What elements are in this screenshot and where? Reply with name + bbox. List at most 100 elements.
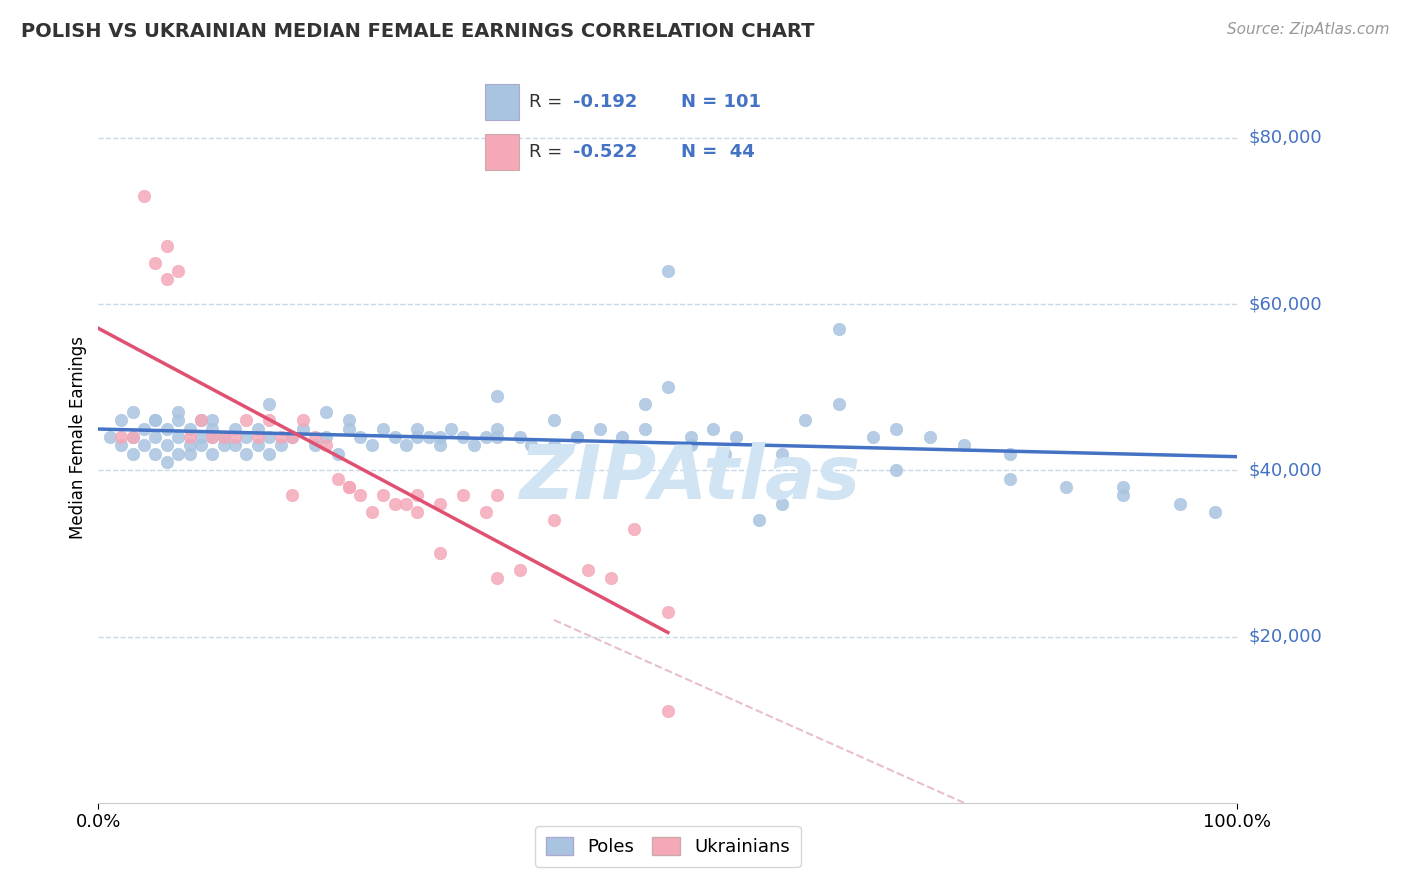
Point [953,438,976,452]
Point [451,488,474,502]
Point [725,430,748,444]
Point [1112,488,1135,502]
Point [246,430,269,444]
Point [121,405,143,419]
Text: $20,000: $20,000 [1249,628,1322,646]
Point [201,430,224,444]
Point [315,405,337,419]
Point [326,447,349,461]
Point [565,430,588,444]
Point [224,438,246,452]
Point [384,430,406,444]
Point [828,322,851,336]
Point [576,563,599,577]
Point [167,264,190,278]
Point [418,430,440,444]
Point [190,438,212,452]
Point [326,472,349,486]
Point [246,422,269,436]
Point [349,430,371,444]
Point [235,430,257,444]
Text: $60,000: $60,000 [1249,295,1322,313]
Point [201,422,224,436]
Point [486,422,509,436]
Point [657,380,679,394]
Point [156,272,179,286]
Point [349,488,371,502]
Text: -0.192: -0.192 [572,93,637,111]
Point [179,430,201,444]
Point [190,413,212,427]
Text: $80,000: $80,000 [1249,128,1322,147]
Text: Source: ZipAtlas.com: Source: ZipAtlas.com [1226,22,1389,37]
Point [145,447,167,461]
Point [793,413,815,427]
Point [281,430,304,444]
Point [1204,505,1226,519]
Point [406,430,429,444]
Point [337,422,360,436]
Point [998,447,1021,461]
Point [179,438,201,452]
Point [259,397,281,411]
Point [212,438,235,452]
Point [600,571,623,585]
Point [190,430,212,444]
Point [337,480,360,494]
Point [565,430,588,444]
Point [486,430,509,444]
Point [371,422,394,436]
Point [588,422,610,436]
Point [634,397,657,411]
Point [543,413,565,427]
Text: -0.522: -0.522 [572,144,637,161]
Point [270,430,292,444]
Point [360,438,382,452]
Point [156,455,179,469]
Bar [485,135,519,170]
Text: POLISH VS UKRAINIAN MEDIAN FEMALE EARNINGS CORRELATION CHART: POLISH VS UKRAINIAN MEDIAN FEMALE EARNIN… [21,22,814,41]
Point [132,438,155,452]
Point [121,430,143,444]
Point [110,438,132,452]
Point [259,447,281,461]
Legend: Poles, Ukrainians: Poles, Ukrainians [536,826,800,867]
Text: $40,000: $40,000 [1249,461,1322,479]
Y-axis label: Median Female Earnings: Median Female Earnings [69,335,87,539]
Point [474,505,496,519]
Point [167,405,190,419]
Point [918,430,941,444]
Point [828,397,851,411]
Point [167,447,190,461]
Point [543,438,565,452]
Text: R =: R = [529,144,568,161]
Point [679,438,702,452]
Point [259,430,281,444]
Point [292,422,315,436]
Point [315,438,337,452]
Point [132,189,155,203]
Point [270,438,292,452]
Point [190,413,212,427]
Point [1170,497,1192,511]
Point [212,430,235,444]
Point [406,422,429,436]
Point [543,513,565,527]
Point [406,505,429,519]
Point [281,488,304,502]
Point [156,438,179,452]
Point [395,497,418,511]
Point [110,413,132,427]
Point [384,497,406,511]
Point [145,255,167,269]
Point [440,422,463,436]
Point [259,413,281,427]
Point [657,705,679,719]
Point [406,488,429,502]
Point [121,447,143,461]
Point [212,430,235,444]
Point [167,430,190,444]
Text: N = 101: N = 101 [681,93,761,111]
Point [657,264,679,278]
Point [145,430,167,444]
